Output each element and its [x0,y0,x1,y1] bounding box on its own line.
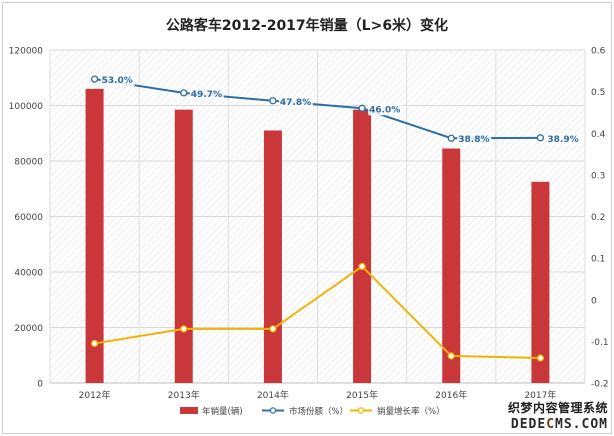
legend-label: 年销量(辆) [202,406,243,417]
market-share-data-label: 38.9% [547,135,578,145]
market-share-point [447,134,455,142]
y-left-tick-label: 80000 [14,158,43,168]
y-left-tick-label: 40000 [14,269,43,279]
market-share-point [358,104,366,112]
x-tick-label: 2014年 [257,389,289,401]
legend-label: 销量增长率（%） [377,406,445,417]
growth-rate-point [536,354,545,362]
legend-swatch-bar [180,407,198,414]
market-share-point [90,75,99,83]
y-right-tick-label: 0.5 [591,88,605,98]
market-share-point [180,89,188,97]
y-right-tick-label: 0.6 [591,47,606,57]
market-share-data-label: 47.8% [280,98,311,108]
market-share-data-label: 46.0% [369,105,400,115]
data-label-bg [100,74,135,87]
data-label-bg [368,103,403,116]
growth-rate-line [94,265,541,360]
data-label-bg [278,95,313,108]
x-tick-label: 2012年 [79,389,111,401]
y-left-tick-label: 0 [37,380,43,390]
legend-swatch-marker [357,407,365,414]
watermark-text: 织梦内容管理系统 [507,401,608,415]
market-share-point [536,134,545,142]
y-right-tick-label: 0 [591,296,597,306]
y-right-tick-label: 0.4 [591,130,606,140]
watermark-domain: DEDECMS.COM [510,417,608,432]
market-share-data-label: 53.0% [102,76,133,86]
bar [174,109,193,383]
market-share-point [269,97,277,105]
x-tick-label: 2013年 [168,389,200,401]
y-left-tick-label: 120000 [9,47,44,57]
market-share-data-label: 49.7% [191,90,222,100]
data-label-bg [457,133,492,146]
x-tick-label: 2017年 [524,389,556,401]
x-tick-label: 2016年 [435,389,467,401]
data-label-bg [189,87,224,100]
market-share-data-label: 38.8% [458,135,489,145]
chart-title: 公路客车2012-2017年销量（L>6米）变化 [166,17,448,34]
legend-swatch-marker [269,407,277,414]
data-label-bg [546,132,581,145]
y-right-tick-label: -0.2 [591,380,609,390]
bar [263,130,282,383]
bar [531,181,550,383]
y-right-tick-label: 0.1 [591,255,605,265]
growth-rate-point [447,352,455,360]
bar [85,88,104,383]
growth-rate-point [90,339,99,348]
y-left-tick-label: 100000 [9,102,44,112]
bar [442,148,461,383]
y-right-tick-label: -0.1 [591,338,609,348]
watermark: 织梦内容管理系统 DEDECMS.COM [508,399,608,432]
growth-rate-point [269,325,277,333]
growth-rate-point [180,325,188,333]
growth-rate-point [358,262,366,271]
y-right-tick-label: 0.2 [591,213,605,223]
bar [353,109,372,383]
y-left-tick-label: 20000 [14,324,43,334]
y-right-tick-label: 0.3 [591,171,605,181]
x-tick-label: 2015年 [346,389,378,401]
legend-label: 市场份额（%） [289,406,348,417]
y-left-tick-label: 60000 [14,213,43,223]
